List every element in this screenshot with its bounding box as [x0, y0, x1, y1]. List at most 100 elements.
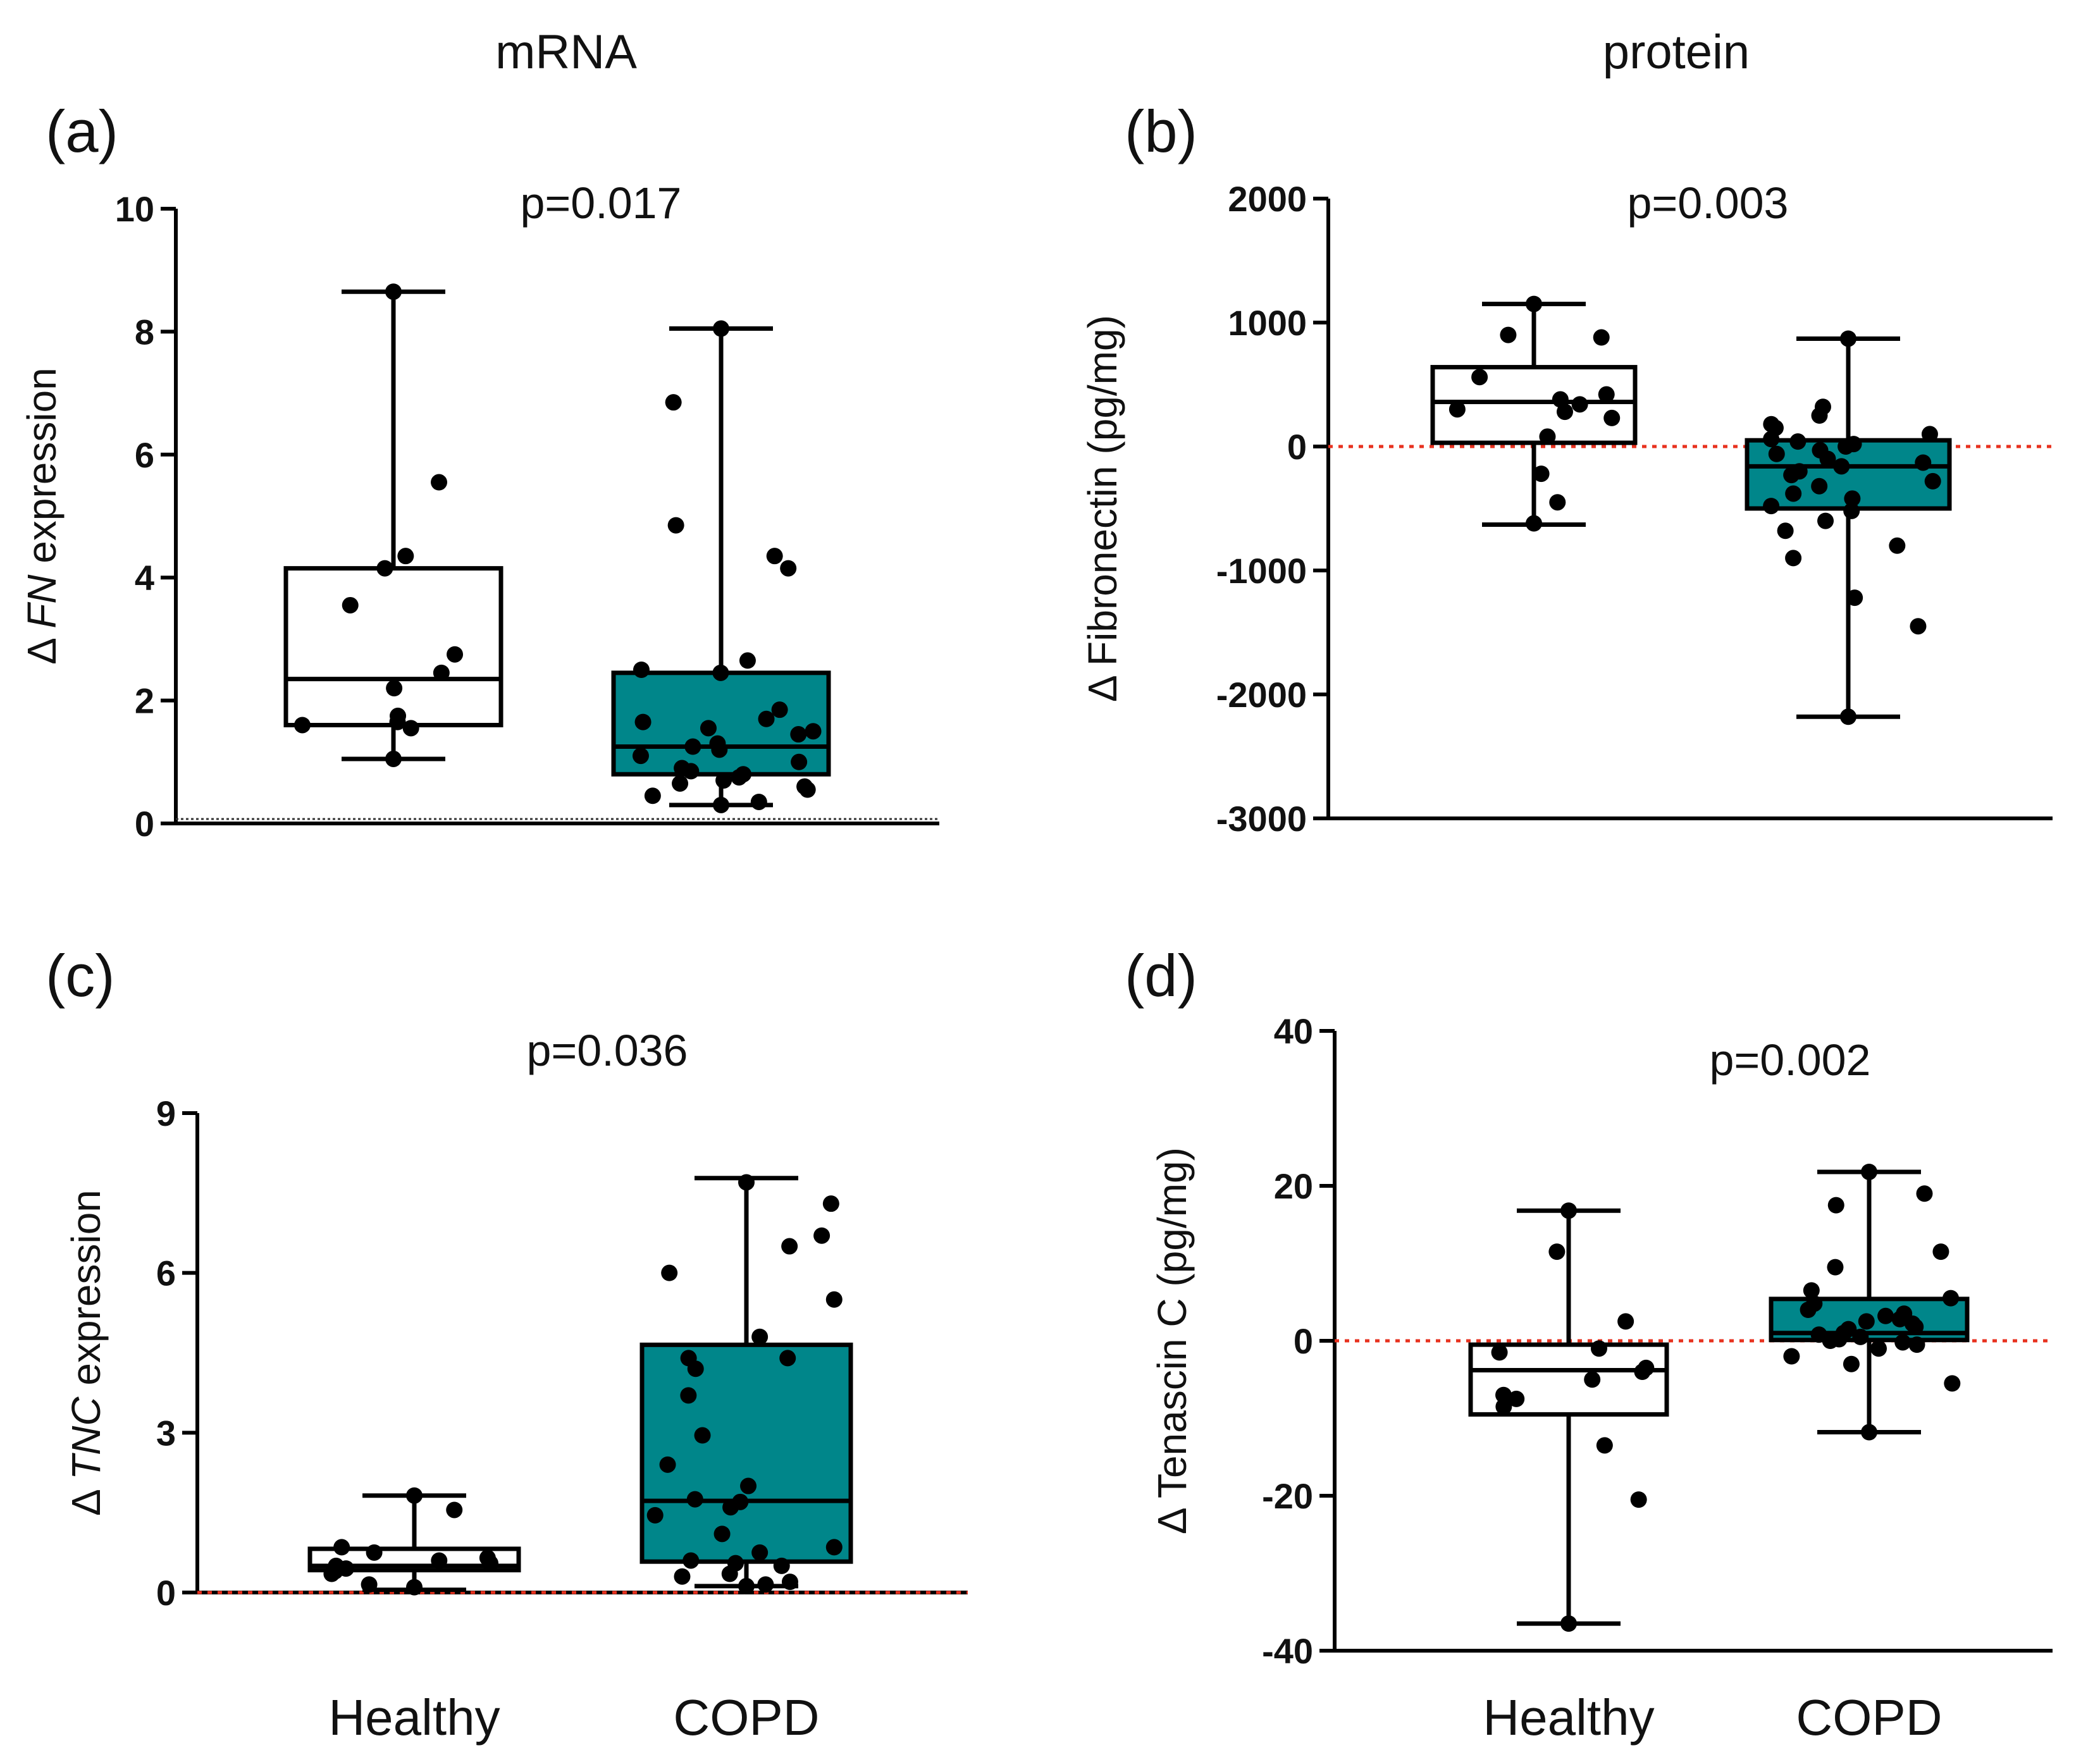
y-axis-label-suffix: expression	[63, 1190, 109, 1396]
p-value: p=0.003	[1628, 178, 1789, 228]
data-point	[323, 1565, 340, 1582]
data-point	[1907, 1318, 1924, 1335]
y-tick-label: 0	[1294, 1321, 1313, 1361]
data-point	[385, 750, 402, 767]
y-tick-label: 3	[156, 1413, 176, 1453]
y-axis-label-suffix: expression	[19, 367, 65, 574]
data-point	[659, 1456, 676, 1473]
data-point	[1908, 1336, 1925, 1353]
data-point	[684, 738, 701, 755]
box-copd	[639, 1174, 853, 1594]
data-point	[1552, 391, 1569, 408]
data-point	[1811, 407, 1828, 424]
data-point	[713, 1525, 731, 1543]
data-point	[1803, 1282, 1820, 1299]
data-point	[1861, 1424, 1877, 1441]
data-point	[1889, 537, 1906, 554]
data-point	[667, 517, 684, 534]
box-healthy	[307, 1487, 521, 1596]
data-point	[366, 1544, 383, 1561]
panel-c: (c) p=0.036 0 3 6 9 Δ TNC expression Healthy COP…	[46, 942, 968, 1746]
y-axis-label-gene: FN	[19, 574, 65, 629]
data-point	[813, 1227, 831, 1244]
data-point	[1827, 1197, 1844, 1214]
data-point	[1471, 369, 1488, 386]
panel-letter: (b)	[1125, 98, 1197, 164]
y-axis-label-gene: TNC	[63, 1396, 109, 1480]
data-point	[1630, 1491, 1647, 1508]
data-point	[738, 1174, 755, 1191]
y-axis-label-prefix: Δ	[19, 629, 65, 665]
data-point	[712, 664, 729, 681]
box-copd	[1745, 330, 1952, 725]
data-point	[634, 713, 652, 730]
data-point	[680, 1387, 697, 1404]
data-point	[751, 1328, 769, 1345]
data-point	[1944, 1375, 1961, 1392]
data-point	[1548, 1243, 1566, 1260]
data-point	[406, 1579, 423, 1596]
y-axis-label-prefix: Δ Tenascin C (pg/mg)	[1149, 1147, 1195, 1534]
data-point	[781, 1238, 798, 1255]
data-point	[661, 1264, 678, 1281]
data-point	[1785, 550, 1802, 567]
data-point	[682, 1552, 700, 1569]
y-tick-label: 2000	[1228, 179, 1307, 219]
data-point	[738, 1577, 755, 1594]
data-point	[446, 1501, 463, 1519]
y-tick-label: 0	[1287, 427, 1307, 467]
data-point	[1590, 1340, 1607, 1357]
data-point	[790, 726, 807, 743]
data-point	[1603, 409, 1621, 426]
data-point	[739, 652, 756, 669]
panel-letter: (d)	[1125, 942, 1197, 1009]
data-point	[1783, 467, 1800, 484]
data-point	[750, 793, 767, 810]
p-value: p=0.002	[1710, 1035, 1871, 1085]
data-point	[385, 283, 402, 300]
data-point	[1634, 1364, 1651, 1380]
data-point	[799, 781, 816, 798]
data-point	[1526, 295, 1542, 312]
y-tick-label: 8	[135, 312, 154, 352]
box-copd	[611, 320, 831, 813]
y-tick-label: -3000	[1216, 799, 1307, 839]
y-tick-label: -1000	[1216, 551, 1307, 591]
data-point	[751, 1544, 769, 1561]
data-point	[376, 560, 393, 577]
x-category-label: Healthy	[1483, 1689, 1654, 1746]
data-point	[722, 1499, 739, 1516]
panel-b: (b) p=0.003 -3000 -2000 -1000 0 1000 2000 Δ Fibr…	[1080, 98, 2053, 839]
data-point	[822, 1195, 839, 1212]
data-point	[1763, 431, 1780, 448]
panel-letter: (a)	[46, 98, 118, 164]
data-point	[1495, 1398, 1512, 1415]
y-tick-label: -40	[1262, 1631, 1313, 1671]
y-tick-label: 4	[135, 558, 154, 598]
data-point	[633, 662, 650, 678]
data-point	[293, 717, 311, 734]
data-point	[1811, 477, 1828, 495]
data-point	[1840, 330, 1856, 347]
data-point	[773, 1557, 790, 1574]
data-point	[731, 769, 748, 786]
p-value: p=0.036	[527, 1026, 688, 1075]
data-point	[1556, 404, 1573, 421]
data-point	[711, 741, 728, 758]
data-point	[700, 720, 717, 737]
box-healthy	[1468, 1202, 1669, 1632]
data-point	[1526, 515, 1542, 532]
box-healthy	[283, 283, 503, 767]
data-point	[1763, 498, 1780, 515]
y-axis-label: Δ Tenascin C (pg/mg)	[1149, 1147, 1195, 1534]
data-point	[1822, 1333, 1839, 1349]
data-point	[1894, 1334, 1912, 1351]
data-point	[1858, 1313, 1875, 1330]
box-iqr	[639, 1342, 853, 1564]
y-tick-label: 2	[135, 681, 154, 721]
box-healthy	[1430, 295, 1638, 532]
data-point	[779, 1350, 796, 1367]
data-point	[713, 320, 729, 337]
data-point	[1571, 396, 1588, 413]
